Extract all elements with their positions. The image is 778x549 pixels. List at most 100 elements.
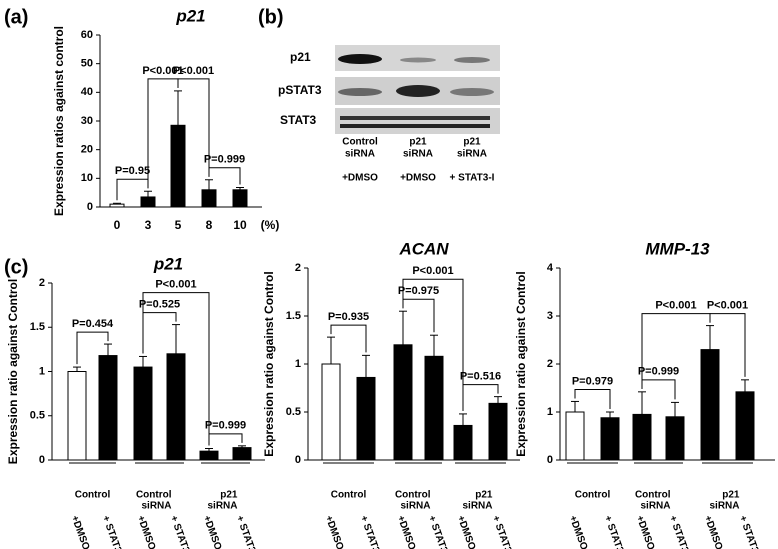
lane-treatment: +DMSO bbox=[400, 173, 436, 184]
y-tick-label: 60 bbox=[81, 29, 93, 41]
p-value: P=0.95 bbox=[115, 165, 150, 177]
y-tick-label: 0.5 bbox=[286, 406, 301, 418]
significance-bracket bbox=[330, 324, 367, 353]
x-tick-label: 0 bbox=[114, 218, 121, 232]
chart-title: ACAN bbox=[398, 239, 449, 258]
lane-label: p21 bbox=[463, 137, 481, 148]
significance-bracket bbox=[709, 313, 746, 377]
bar bbox=[321, 363, 341, 461]
group-label: p21 bbox=[475, 490, 493, 501]
x-tick-label: 5 bbox=[175, 218, 182, 232]
panel-label: (c) bbox=[4, 256, 28, 278]
p-value: P=0.516 bbox=[460, 371, 501, 383]
bar bbox=[735, 391, 755, 461]
significance-bracket bbox=[76, 331, 109, 365]
significance-bracket bbox=[402, 278, 464, 411]
x-tick-label: + STAT3-I bbox=[168, 514, 194, 549]
significance-bracket bbox=[208, 167, 241, 185]
significance-bracket bbox=[574, 388, 611, 409]
bar bbox=[453, 424, 473, 461]
p-value: P=0.979 bbox=[572, 375, 613, 387]
x-tick-label: +DMSO bbox=[135, 514, 158, 549]
group-label: p21 bbox=[220, 490, 238, 501]
y-tick-label: 1 bbox=[295, 358, 301, 370]
bar bbox=[170, 124, 186, 208]
group-label: Control bbox=[75, 490, 111, 501]
group-label: Control bbox=[635, 490, 671, 501]
significance-bracket bbox=[142, 292, 210, 446]
bar bbox=[600, 417, 620, 461]
bar bbox=[393, 344, 413, 461]
bar bbox=[201, 189, 217, 208]
p-value: P<0.001 bbox=[155, 279, 196, 291]
significance-bracket bbox=[641, 379, 676, 400]
x-tick-label: +DMSO bbox=[201, 514, 224, 549]
chart-title: p21 bbox=[175, 6, 205, 25]
significance-bracket bbox=[402, 298, 435, 333]
p-value: P=0.454 bbox=[72, 318, 114, 330]
p-value: P=0.999 bbox=[204, 154, 245, 166]
p-value: P=0.999 bbox=[205, 420, 246, 432]
y-tick-label: 0 bbox=[547, 454, 553, 466]
p-value: P<0.001 bbox=[412, 265, 453, 277]
y-tick-label: 40 bbox=[81, 86, 93, 98]
bar bbox=[700, 349, 720, 461]
p-value: P=0.935 bbox=[328, 311, 369, 323]
y-axis-label: Expression ratio against Control bbox=[262, 271, 276, 456]
group-label: Control bbox=[331, 490, 367, 501]
x-tick-label: +DMSO bbox=[323, 514, 346, 549]
x-tick-label: 10 bbox=[233, 218, 247, 232]
group-label: Control bbox=[395, 490, 431, 501]
y-tick-label: 2 bbox=[547, 358, 553, 370]
y-tick-label: 4 bbox=[547, 262, 554, 274]
bar bbox=[632, 413, 652, 461]
x-tick-label: 8 bbox=[206, 218, 213, 232]
lane-label: p21 bbox=[409, 137, 427, 148]
y-tick-label: 0 bbox=[295, 454, 301, 466]
p-value: P=0.999 bbox=[638, 366, 679, 378]
p-value: P<0.001 bbox=[707, 300, 748, 312]
p-value: P<0.001 bbox=[655, 300, 696, 312]
lane-label: siRNA bbox=[345, 149, 375, 160]
bar bbox=[67, 371, 87, 461]
x-tick-label: + STAT3-I bbox=[490, 514, 516, 549]
y-axis-label: Expression ratio against Control bbox=[514, 271, 528, 456]
group-label: siRNA bbox=[141, 501, 171, 512]
x-tick-label: + STAT3-I bbox=[100, 514, 126, 549]
bar bbox=[199, 450, 219, 461]
y-tick-label: 2 bbox=[295, 262, 301, 274]
y-tick-label: 3 bbox=[547, 310, 553, 322]
group-label: siRNA bbox=[709, 501, 739, 512]
x-tick-label: +DMSO bbox=[69, 514, 92, 549]
y-tick-label: 1 bbox=[39, 365, 45, 377]
y-tick-label: 30 bbox=[81, 115, 93, 127]
bar bbox=[424, 355, 444, 461]
blot-row-label: STAT3 bbox=[280, 113, 317, 127]
blot-row-label: p21 bbox=[290, 50, 311, 64]
panel-label: (a) bbox=[4, 6, 28, 28]
significance-bracket bbox=[177, 78, 210, 177]
group-label: siRNA bbox=[462, 501, 492, 512]
x-tick-label: 3 bbox=[145, 218, 152, 232]
x-tick-label: +DMSO bbox=[455, 514, 478, 549]
bar bbox=[166, 353, 186, 461]
bar bbox=[109, 203, 125, 208]
group-label: siRNA bbox=[400, 501, 430, 512]
bar bbox=[133, 366, 153, 461]
blot-image bbox=[335, 45, 500, 134]
p-value: P=0.525 bbox=[139, 299, 180, 311]
bar bbox=[232, 447, 252, 461]
blot-row-label: pSTAT3 bbox=[278, 83, 322, 97]
y-tick-label: 1.5 bbox=[30, 321, 45, 333]
significance-bracket bbox=[462, 384, 499, 411]
chart-title: MMP-13 bbox=[645, 239, 710, 258]
x-unit: (%) bbox=[261, 218, 280, 232]
lane-treatment: + STAT3-I bbox=[450, 173, 495, 184]
p-value: P=0.975 bbox=[398, 285, 439, 297]
lane-label: siRNA bbox=[403, 149, 433, 160]
y-tick-label: 10 bbox=[81, 172, 93, 184]
significance-bracket bbox=[208, 433, 243, 446]
y-tick-label: 1.5 bbox=[286, 310, 301, 322]
lane-treatment: +DMSO bbox=[342, 173, 378, 184]
